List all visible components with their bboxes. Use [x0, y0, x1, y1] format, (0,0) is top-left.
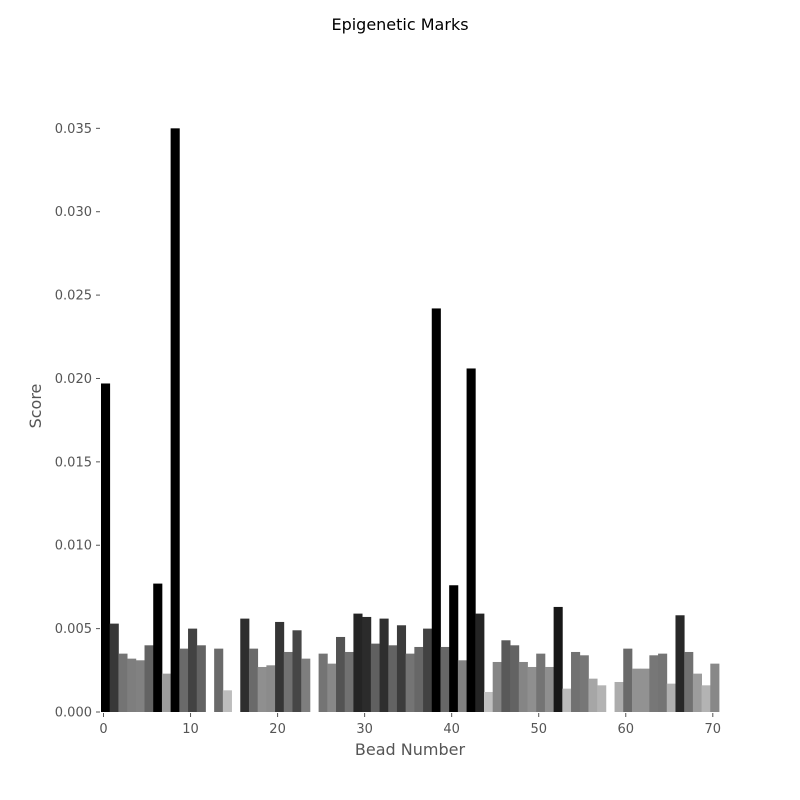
bar-22 — [292, 630, 302, 712]
bar-31 — [370, 643, 380, 712]
bar-69 — [701, 685, 711, 712]
x-axis: 0 10 20 30 40 50 60 70 — [99, 713, 721, 737]
bar-60 — [623, 648, 633, 712]
bar-35 — [405, 653, 415, 712]
bar-49 — [527, 666, 537, 712]
y-tick-label: 0.035 — [55, 122, 92, 137]
bar-25 — [318, 653, 328, 712]
bar-70 — [710, 663, 720, 712]
y-tick-label: 0.005 — [55, 622, 92, 637]
bar-63 — [649, 655, 659, 712]
bar-16 — [240, 618, 250, 712]
bar-65 — [666, 683, 676, 712]
y-tick-label: 0.030 — [55, 205, 92, 220]
bar-38 — [431, 308, 441, 712]
y-axis-title: Score — [26, 384, 45, 429]
bar-26 — [327, 663, 337, 712]
bar-28 — [344, 651, 354, 712]
bar-61 — [631, 668, 642, 712]
chart-title: Epigenetic Marks — [331, 15, 468, 34]
bar-41 — [457, 660, 467, 712]
bar-36 — [414, 646, 424, 712]
bar-54 — [571, 651, 581, 712]
bar-3 — [127, 658, 137, 712]
x-tick-label: 70 — [705, 722, 722, 737]
bar-21 — [283, 651, 293, 712]
bar-40 — [449, 585, 459, 712]
bar-66 — [675, 615, 685, 712]
bar-27 — [336, 636, 346, 712]
bar-68 — [692, 673, 702, 712]
bar-13 — [214, 648, 224, 712]
bar-6 — [153, 583, 163, 712]
bar-11 — [196, 645, 206, 712]
bar-46 — [501, 640, 511, 712]
x-tick-label: 20 — [269, 722, 286, 737]
bar-2 — [118, 653, 128, 712]
bar-34 — [396, 625, 407, 712]
bar-62 — [640, 668, 650, 712]
x-tick-label: 30 — [356, 722, 373, 737]
x-tick-label: 40 — [443, 722, 460, 737]
bar-52 — [553, 606, 563, 712]
bar-45 — [492, 661, 502, 712]
bar-10 — [188, 628, 198, 712]
bar-20 — [275, 621, 285, 712]
bar-8 — [170, 128, 180, 713]
y-tick-label: 0.025 — [55, 289, 92, 304]
bar-33 — [388, 645, 398, 712]
bar-1 — [109, 623, 119, 712]
bar-17 — [248, 648, 259, 712]
x-tick-label: 10 — [182, 722, 199, 737]
bar-37 — [423, 628, 433, 712]
bar-64 — [658, 653, 668, 712]
bar-23 — [301, 658, 311, 712]
bar-39 — [440, 646, 450, 712]
bar-4 — [135, 660, 145, 712]
bar-7 — [161, 673, 172, 712]
y-axis: 0.000 0.005 0.010 0.015 0.020 0.025 0.030 0.035 — [55, 122, 100, 721]
bar-30 — [362, 616, 372, 712]
bar-9 — [179, 648, 189, 712]
bar-42 — [466, 368, 476, 712]
bar-18 — [257, 666, 267, 712]
y-tick-label: 0.000 — [55, 706, 92, 721]
bar-44 — [483, 691, 494, 712]
y-tick-label: 0.015 — [55, 455, 92, 470]
bar-32 — [379, 618, 389, 712]
bars-group — [101, 128, 720, 713]
y-tick-label: 0.010 — [55, 539, 92, 554]
bar-47 — [510, 645, 520, 712]
x-axis-title: Bead Number — [355, 740, 466, 759]
bar-57 — [597, 685, 607, 712]
bar-67 — [684, 651, 694, 712]
x-tick-label: 0 — [99, 722, 107, 737]
bar-51 — [544, 666, 555, 712]
bar-59 — [614, 681, 624, 712]
bar-5 — [144, 645, 154, 712]
bar-43 — [475, 613, 485, 712]
bar-48 — [518, 661, 528, 712]
bar-53 — [562, 688, 572, 712]
x-tick-label: 60 — [617, 722, 634, 737]
bar-19 — [266, 665, 276, 712]
bar-14 — [222, 690, 232, 712]
bar-29 — [353, 613, 363, 712]
y-tick-label: 0.020 — [55, 372, 92, 387]
bar-55 — [579, 655, 589, 712]
x-tick-label: 50 — [530, 722, 547, 737]
bar-56 — [588, 678, 598, 712]
bar-0 — [101, 383, 111, 712]
bar-50 — [536, 653, 546, 712]
